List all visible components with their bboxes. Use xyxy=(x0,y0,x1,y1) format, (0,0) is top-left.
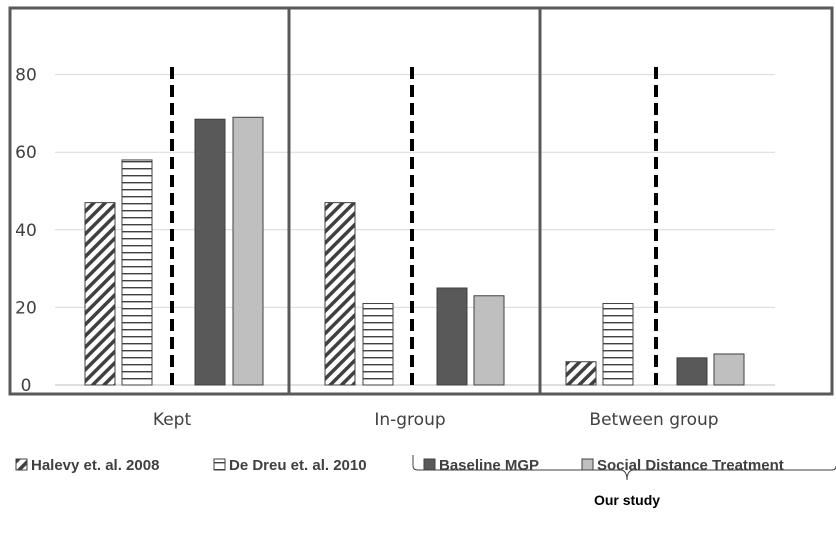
legend-swatch xyxy=(213,458,226,471)
bar xyxy=(362,303,394,386)
group-box xyxy=(538,6,834,396)
bar xyxy=(602,303,634,386)
legend: Halevy et. al. 2008 De Dreu et. al. 2010 B… xyxy=(15,457,784,474)
category-label: In-group xyxy=(374,410,445,430)
category-label: Kept xyxy=(153,410,192,430)
y-axis-ticks: 0 20 40 60 80 xyxy=(15,66,37,396)
bar xyxy=(324,202,356,386)
y-tick-label: 20 xyxy=(15,298,37,318)
y-tick-label: 0 xyxy=(21,376,32,396)
our-study-label: Our study xyxy=(594,492,660,508)
legend-swatch xyxy=(15,458,28,471)
legend-label: De Dreu et. al. 2010 xyxy=(229,457,367,474)
legend-swatch xyxy=(423,458,436,471)
y-tick-label: 60 xyxy=(15,143,37,163)
bar xyxy=(676,357,708,386)
bar xyxy=(713,353,745,386)
bars xyxy=(84,116,745,386)
gridlines xyxy=(55,74,775,386)
legend-label: Baseline MGP xyxy=(439,457,539,474)
y-tick-label: 80 xyxy=(15,66,37,86)
bar xyxy=(84,202,116,386)
category-labels: Kept In-group Between group xyxy=(153,410,719,430)
bar xyxy=(121,159,153,386)
bar xyxy=(436,287,468,386)
legend-swatch xyxy=(581,458,594,471)
our-study-bracket xyxy=(412,455,836,481)
bar xyxy=(232,116,264,386)
our-study-annotation: Our study xyxy=(412,455,836,508)
category-label: Between group xyxy=(589,410,718,430)
legend-label: Halevy et. al. 2008 xyxy=(31,457,159,474)
bar xyxy=(473,295,505,386)
bar xyxy=(194,118,226,386)
bar xyxy=(565,361,597,386)
y-tick-label: 40 xyxy=(15,221,37,241)
group-boxes xyxy=(8,6,834,396)
